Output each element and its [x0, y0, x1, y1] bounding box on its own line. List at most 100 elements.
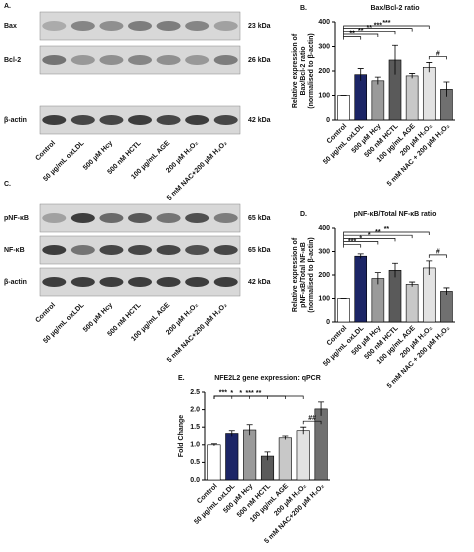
panel-label: C. — [4, 181, 11, 188]
significance-label: *** — [348, 239, 356, 246]
blot-band — [185, 55, 210, 65]
error-bar — [228, 430, 235, 437]
significance-bracket — [343, 30, 396, 35]
blot-band — [156, 277, 181, 287]
y-tick-label: 400 — [318, 19, 330, 26]
blot-size: 26 kDa — [248, 57, 271, 64]
y-tick-label: 0.5 — [190, 459, 200, 466]
blot-row-name: β-actin — [4, 117, 27, 124]
significance-bracket — [343, 25, 430, 29]
bar — [422, 67, 436, 121]
blot-band — [99, 277, 124, 287]
y-tick-label: 0.0 — [190, 477, 200, 484]
blot-row-name: pNF-κB — [4, 215, 29, 222]
blot-band — [99, 115, 124, 125]
y-tick-label: 200 — [318, 272, 330, 279]
error-bar — [443, 81, 450, 97]
blot-band — [185, 213, 210, 223]
bar — [422, 267, 436, 323]
y-axis-label: (normalised to β-actin) — [308, 33, 315, 108]
error-bar — [374, 272, 381, 285]
blot-band — [99, 55, 124, 65]
significance-label: *** — [219, 390, 227, 397]
blot-band — [156, 115, 181, 125]
bar — [296, 430, 310, 481]
chart-title: NFE2L2 gene expression: qPCR — [214, 375, 321, 382]
chart-title: Bax/Bcl-2 ratio — [370, 5, 419, 12]
lane-label: 5 mM NAC+200 µM H₂O₂ — [166, 140, 228, 202]
significance-bracket — [343, 234, 413, 239]
blot-band — [213, 245, 238, 255]
blot-band — [128, 21, 152, 31]
lane-label: Control — [34, 302, 57, 325]
error-bar — [392, 44, 398, 75]
blot-band — [213, 277, 238, 287]
bar — [371, 278, 385, 323]
significance-label: * — [239, 390, 242, 397]
bar — [388, 269, 402, 323]
blot-band — [185, 245, 210, 255]
y-axis-label: (normalised to β-actin) — [308, 237, 315, 312]
error-bar — [426, 260, 433, 275]
blot-band — [99, 21, 124, 31]
y-axis-label: Relative expression of — [292, 237, 299, 312]
bar — [354, 74, 368, 121]
blot-band — [42, 213, 67, 223]
blot-band — [185, 21, 210, 31]
y-tick-label: 100 — [318, 295, 330, 302]
panel-label: D. — [300, 211, 307, 218]
error-bar — [210, 443, 217, 446]
significance-bracket — [428, 56, 447, 60]
bar — [337, 298, 350, 323]
blot-band — [42, 277, 67, 287]
significance-bracket — [343, 33, 379, 37]
blot-band — [70, 277, 95, 287]
y-tick-label: 2.5 — [190, 389, 200, 396]
bar — [354, 255, 368, 323]
blot-band — [156, 21, 181, 31]
panel-label: B. — [300, 5, 307, 12]
y-tick-label: 2.0 — [190, 406, 200, 413]
blot-band — [128, 277, 152, 287]
blot-row-name: Bcl-2 — [4, 57, 21, 64]
y-tick-label: 0 — [326, 117, 330, 124]
blot-band — [156, 213, 181, 223]
y-tick-label: 1.5 — [190, 424, 200, 431]
significance-label: # — [436, 249, 440, 256]
blot-band — [156, 245, 181, 255]
blot-band — [70, 55, 95, 65]
significance-bracket — [343, 244, 362, 248]
significance-bracket — [302, 420, 322, 425]
significance-bracket — [343, 28, 413, 32]
blot-row-name: β-actin — [4, 279, 27, 286]
blot-band — [42, 55, 67, 65]
error-bar — [300, 426, 307, 435]
blot-band — [156, 55, 181, 65]
blot-band — [42, 21, 67, 31]
panel-label: E. — [178, 375, 185, 382]
panel-label: A. — [4, 3, 11, 10]
blot-band — [128, 55, 152, 65]
y-tick-label: 100 — [318, 92, 330, 99]
significance-label: * — [368, 232, 371, 239]
blot-size: 42 kDa — [248, 279, 271, 286]
significance-label: *** — [382, 20, 390, 27]
error-bar — [443, 287, 450, 295]
significance-bracket — [343, 241, 379, 245]
error-bar — [392, 262, 398, 278]
blot-band — [213, 213, 238, 223]
error-bar — [246, 424, 253, 436]
significance-bracket — [428, 254, 447, 258]
bar — [440, 291, 453, 323]
bar — [405, 75, 419, 121]
error-bar — [282, 435, 289, 440]
error-bar — [357, 68, 364, 81]
blot-band — [185, 277, 210, 287]
blot-band — [42, 115, 67, 125]
significance-label: ** — [384, 226, 390, 233]
blot-band — [42, 245, 67, 255]
blot-band — [128, 245, 152, 255]
blot-band — [70, 213, 95, 223]
y-axis-label: pNF-κB/Total NF-κB — [300, 242, 307, 308]
